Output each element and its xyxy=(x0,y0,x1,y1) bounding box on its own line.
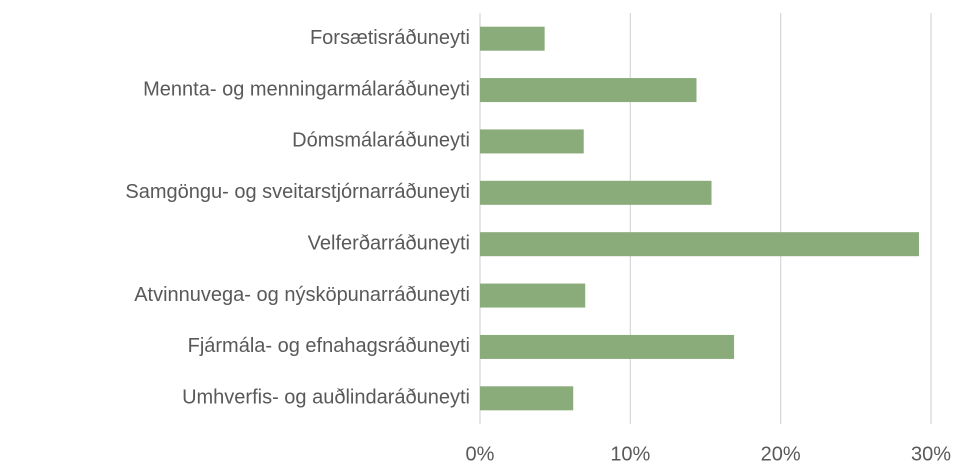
x-tick-label: 20% xyxy=(761,443,801,465)
y-tick-label: Dómsmálaráðuneyti xyxy=(292,130,470,152)
bar xyxy=(480,283,586,308)
bar xyxy=(480,26,545,51)
y-tick-label: Velferðarráðuneyti xyxy=(308,232,470,254)
x-tick-label: 0% xyxy=(466,443,495,465)
bar xyxy=(480,78,697,103)
y-tick-label: Atvinnuvega- og nýsköpunarráðuneyti xyxy=(134,284,470,306)
x-tick-label: 30% xyxy=(911,443,951,465)
bar xyxy=(480,180,712,205)
y-tick-label: Fjármála- og efnahagsráðuneyti xyxy=(188,335,470,357)
y-tick-label: Forsætisráðuneyti xyxy=(310,27,470,49)
bar xyxy=(480,386,574,411)
y-tick-label: Samgöngu- og sveitarstjórnarráðuneyti xyxy=(125,181,470,203)
x-tick-label: 10% xyxy=(610,443,650,465)
bar xyxy=(480,334,735,359)
y-tick-label: Umhverfis- og auðlindaráðuneyti xyxy=(182,387,470,409)
y-tick-label: Mennta- og menningarmálaráðuneyti xyxy=(143,78,470,100)
bar xyxy=(480,129,584,154)
bar xyxy=(480,232,919,257)
